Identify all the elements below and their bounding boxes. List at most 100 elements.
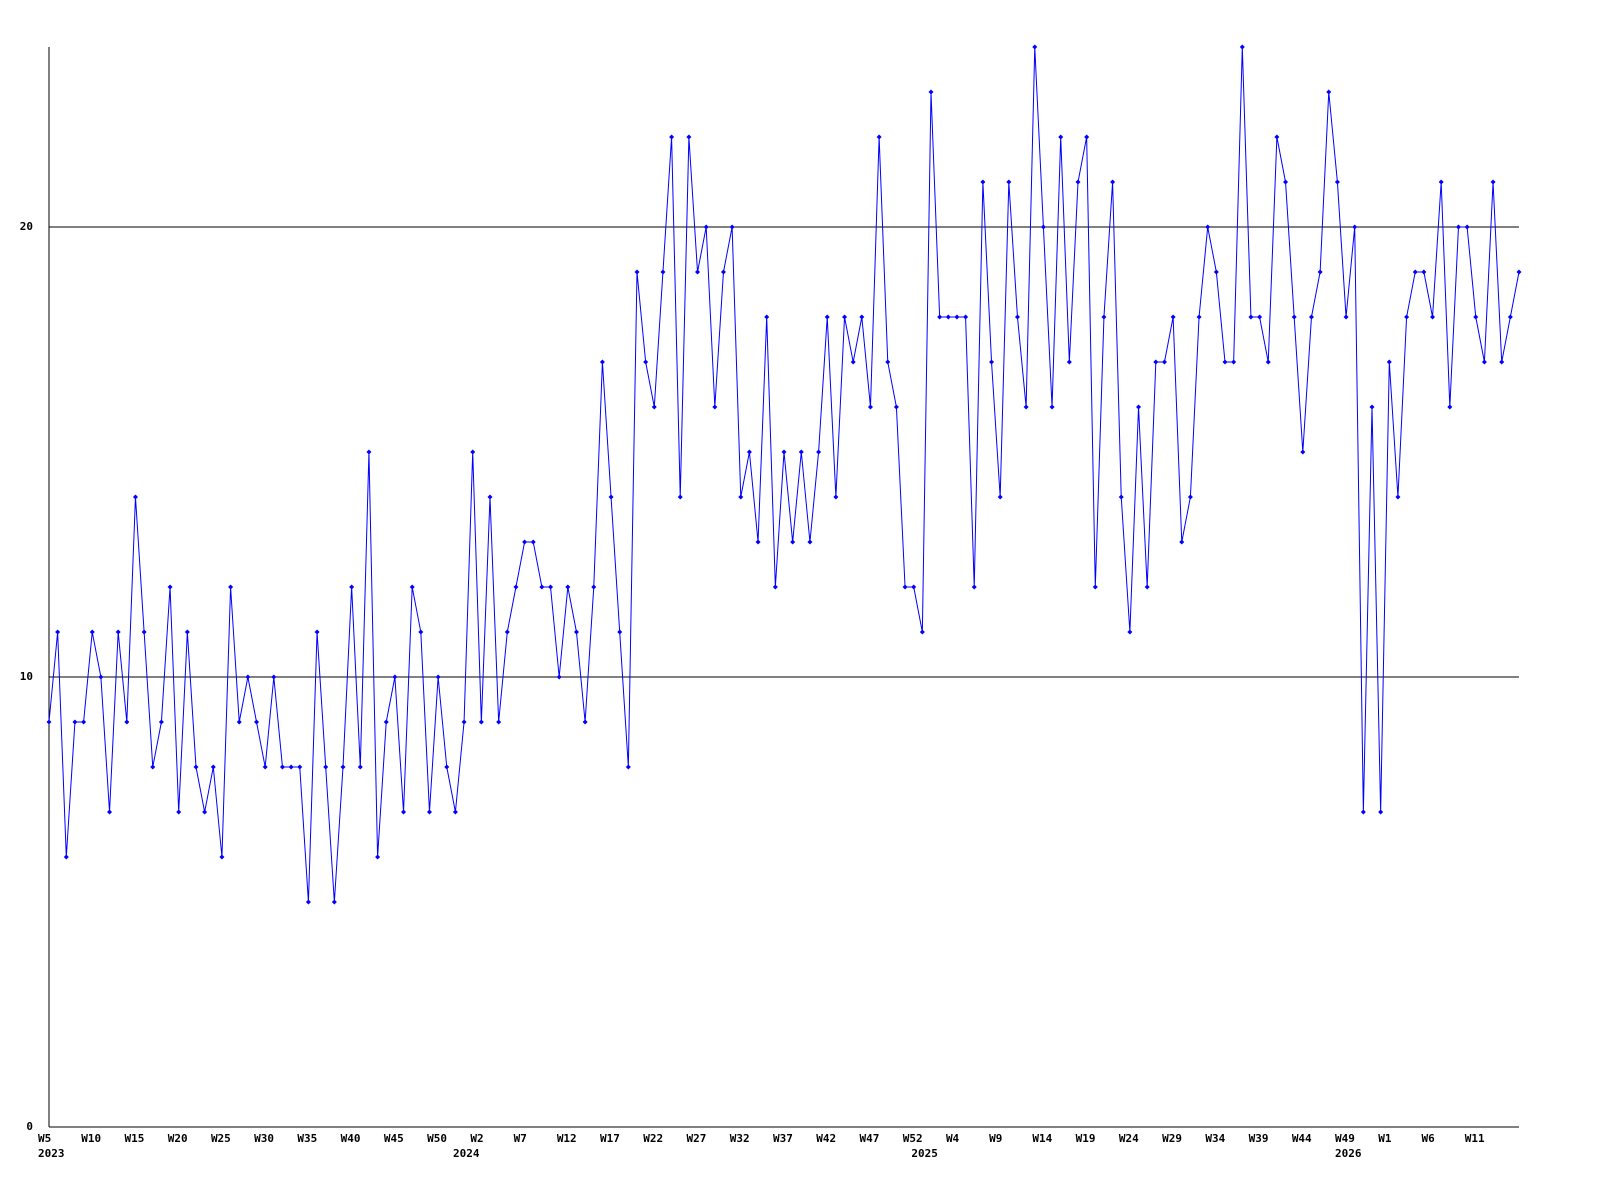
data-point (124, 719, 130, 725)
data-point (452, 809, 458, 815)
data-point (816, 449, 822, 455)
data-point (1179, 539, 1185, 545)
data-point (426, 809, 432, 815)
data-point (72, 719, 78, 725)
x-tick-label: W47 (859, 1132, 879, 1145)
data-point (798, 449, 804, 455)
x-year-label: 2026 (1335, 1147, 1362, 1160)
data-point (1239, 44, 1245, 50)
data-point (634, 269, 640, 275)
data-point (1352, 224, 1358, 230)
data-point (677, 494, 683, 500)
x-tick-label: W15 (124, 1132, 144, 1145)
data-point (132, 494, 138, 500)
x-tick-label: W40 (341, 1132, 361, 1145)
data-point (418, 629, 424, 635)
data-point (141, 629, 147, 635)
data-point (262, 764, 268, 770)
x-tick-label: W37 (773, 1132, 793, 1145)
data-point (1058, 134, 1064, 140)
data-point (772, 584, 778, 590)
data-point (176, 809, 182, 815)
x-tick-label: W42 (816, 1132, 836, 1145)
x-tick-label: W17 (600, 1132, 620, 1145)
data-point (755, 539, 761, 545)
data-point (193, 764, 199, 770)
data-point (409, 584, 415, 590)
x-year-label: 2023 (38, 1147, 65, 1160)
data-point (271, 674, 277, 680)
data-point (945, 314, 951, 320)
x-tick-label: W20 (168, 1132, 188, 1145)
data-point (599, 359, 605, 365)
data-point (1473, 314, 1479, 320)
data-point (1490, 179, 1496, 185)
y-tick-label: 20 (20, 220, 33, 233)
data-point (470, 449, 476, 455)
data-point (565, 584, 571, 590)
data-point (288, 764, 294, 770)
data-point (1438, 179, 1444, 185)
data-point (219, 854, 225, 860)
data-point (236, 719, 242, 725)
x-tick-label: W5 (38, 1132, 51, 1145)
data-point (1386, 359, 1392, 365)
data-point (1300, 449, 1306, 455)
data-point (643, 359, 649, 365)
data-point (1360, 809, 1366, 815)
data-point (1066, 359, 1072, 365)
data-point (556, 674, 562, 680)
x-tick-label: W30 (254, 1132, 274, 1145)
data-point (63, 854, 69, 860)
data-point (202, 809, 208, 815)
data-point (1222, 359, 1228, 365)
data-line (48, 46, 1520, 903)
data-point (46, 719, 52, 725)
data-point (1464, 224, 1470, 230)
data-point (937, 314, 943, 320)
x-tick-label: W9 (989, 1132, 1002, 1145)
data-point (963, 314, 969, 320)
data-point (928, 89, 934, 95)
data-point (1283, 179, 1289, 185)
data-point (954, 314, 960, 320)
data-point (383, 719, 389, 725)
x-tick-label: W1 (1378, 1132, 1392, 1145)
data-point (1170, 314, 1176, 320)
data-point (712, 404, 718, 410)
data-point (660, 269, 666, 275)
data-point (695, 269, 701, 275)
data-point (1257, 314, 1263, 320)
data-point (340, 764, 346, 770)
data-point (1317, 269, 1323, 275)
data-point (1040, 224, 1046, 230)
data-point (582, 719, 588, 725)
data-point (331, 899, 337, 905)
data-point (971, 584, 977, 590)
data-point (1395, 494, 1401, 500)
data-point (1014, 314, 1020, 320)
data-point (625, 764, 631, 770)
data-point (1499, 359, 1505, 365)
data-point (902, 584, 908, 590)
y-tick-label: 10 (20, 670, 33, 683)
data-point (487, 494, 493, 500)
data-point (1161, 359, 1167, 365)
data-point (850, 359, 856, 365)
data-point (1196, 314, 1202, 320)
x-tick-label: W14 (1032, 1132, 1052, 1145)
data-point (573, 629, 579, 635)
data-point (504, 629, 510, 635)
data-point (297, 764, 303, 770)
data-point (1447, 404, 1453, 410)
data-point (919, 629, 925, 635)
data-point (617, 629, 623, 635)
x-tick-label: W19 (1076, 1132, 1096, 1145)
data-point (1101, 314, 1107, 320)
data-point (210, 764, 216, 770)
data-point (150, 764, 156, 770)
x-tick-label: W12 (557, 1132, 577, 1145)
data-point (1110, 179, 1116, 185)
